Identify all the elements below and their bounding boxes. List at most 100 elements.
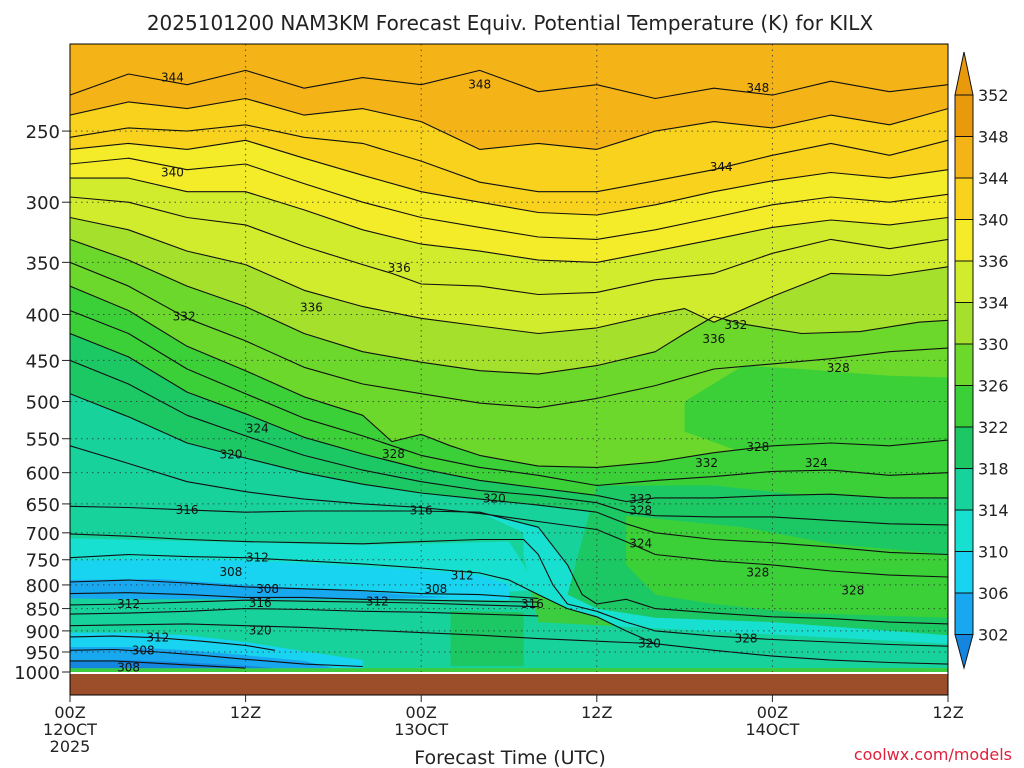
- contour-label-27: 308: [256, 582, 279, 596]
- contour-316-22: [70, 608, 539, 617]
- colorbar-label-348: 348: [978, 128, 1009, 147]
- contour-318-15: [70, 445, 948, 578]
- contour-label-7: 332: [173, 309, 196, 323]
- y-tick-label-700: 700: [26, 524, 60, 545]
- colorbar-label-322: 322: [978, 418, 1009, 437]
- contour-label-24: 308: [220, 565, 243, 579]
- colorbar-label-326: 326: [978, 377, 1009, 396]
- contour-label-11: 324: [246, 422, 269, 436]
- x-tick-label-48-1: 00Z: [757, 703, 788, 722]
- colorbar-swatch-322: [954, 426, 974, 469]
- contour-312-21: [70, 599, 539, 608]
- contour-label-38: 308: [132, 643, 155, 657]
- contour-332-8: [70, 238, 948, 375]
- y-tick-label-600: 600: [26, 464, 60, 485]
- contour-label-23: 312: [246, 551, 269, 565]
- contour-label-0: 344: [161, 71, 184, 85]
- colorbar-swatch-334: [954, 302, 974, 345]
- contour-label-39: 308: [117, 661, 140, 675]
- contour-label-1: 348: [468, 78, 491, 92]
- region-326-3: [684, 365, 948, 460]
- x-tick-label-48-2: 14OCT: [745, 720, 799, 739]
- contour-label-10: 328: [827, 361, 850, 375]
- contour-320-14: [70, 393, 948, 556]
- colorbar-label-306: 306: [978, 584, 1009, 603]
- colorbar-label-314: 314: [978, 501, 1009, 520]
- contour-label-37: 320: [638, 636, 661, 650]
- contour-label-16: 324: [805, 456, 828, 470]
- colorbar-label-334: 334: [978, 294, 1009, 313]
- x-tick-label-24-2: 13OCT: [394, 720, 448, 739]
- contour-label-32: 312: [366, 595, 389, 609]
- contour-314-17: [70, 533, 948, 647]
- contour-label-17: 320: [483, 491, 506, 505]
- contour-330-9: [70, 261, 948, 409]
- x-tick-label-0-1: 00Z: [54, 703, 85, 722]
- contour-label-30: 316: [249, 596, 272, 610]
- y-tick-label-750: 750: [26, 551, 60, 572]
- contour-label-19: 328: [629, 503, 652, 517]
- contour-304-26: [70, 660, 246, 669]
- contour-346-1: [70, 97, 948, 150]
- colorbar-top-arrow: [954, 51, 974, 96]
- y-tick-label-450: 450: [26, 351, 60, 372]
- y-tick-label-500: 500: [26, 393, 60, 414]
- chart-title: 2025101200 NAM3KM Forecast Equiv. Potent…: [147, 11, 874, 35]
- contour-label-13: 328: [382, 447, 405, 461]
- contour-324-12: [70, 332, 948, 503]
- gridlines: [70, 44, 948, 672]
- contour-label-18: 332: [629, 492, 652, 506]
- contour-label-25: 312: [451, 569, 474, 583]
- contour-label-21: 316: [410, 503, 433, 517]
- contour-310-19: [70, 579, 539, 599]
- y-tick-label-1000: 1000: [14, 663, 60, 684]
- contour-308-20: [70, 592, 539, 603]
- colorbar-swatch-348: [954, 136, 974, 179]
- contour-label-4: 344: [710, 160, 733, 174]
- colorbar-swatch-330: [954, 343, 974, 386]
- contour-label-3: 340: [161, 165, 184, 179]
- contour-312-18: [70, 553, 948, 665]
- contour-label-26: 328: [746, 566, 769, 580]
- surface-ground: [70, 674, 948, 695]
- credit-text: coolwx.com/models: [854, 745, 1012, 764]
- y-tick-label-350: 350: [26, 253, 60, 274]
- contour-label-5: 336: [388, 261, 411, 275]
- contour-label-35: 312: [146, 630, 169, 644]
- contour-label-8: 332: [724, 318, 747, 332]
- contour-312-24: [70, 635, 275, 651]
- contour-label-6: 336: [300, 301, 323, 315]
- contour-344-2: [70, 124, 948, 193]
- x-tick-label-60-1: 12Z: [932, 703, 963, 722]
- colorbar-label-344: 344: [978, 169, 1009, 188]
- x-axis-label: Forecast Time (UTC): [414, 747, 605, 768]
- colorbar-swatch-352: [954, 94, 974, 137]
- colorbar: 352 348 344 340 336 334 330 326 322 318 314 310 306 3…: [954, 51, 1009, 670]
- y-tick-label-800: 800: [26, 576, 60, 597]
- colorbar-label-302: 302: [978, 626, 1009, 645]
- contour-334-7: [70, 216, 948, 335]
- colorbar-label-310: 310: [978, 543, 1009, 562]
- contour-308-25: [70, 648, 363, 668]
- contour-322-13: [70, 359, 948, 526]
- y-tick-label-650: 650: [26, 495, 60, 516]
- contour-342-3: [70, 139, 948, 216]
- contour-label-36: 328: [735, 632, 758, 646]
- plot-frame: [69, 43, 949, 696]
- contour-label-22: 324: [629, 536, 652, 550]
- contour-label-14: 328: [746, 440, 769, 454]
- x-tick-label-0-2: 12OCT: [43, 720, 97, 739]
- colorbar-label-352: 352: [978, 86, 1009, 105]
- contour-label-34: 320: [249, 623, 272, 637]
- region-320-10: [450, 610, 524, 667]
- contour-label-28: 308: [424, 582, 447, 596]
- y-tick-label-950: 950: [26, 643, 60, 664]
- contour-label-2: 348: [746, 81, 769, 95]
- y-tick-label-250: 250: [26, 122, 60, 143]
- band-above-348: [70, 44, 948, 99]
- y-tick-label-900: 900: [26, 622, 60, 643]
- contour-340-4: [70, 157, 948, 240]
